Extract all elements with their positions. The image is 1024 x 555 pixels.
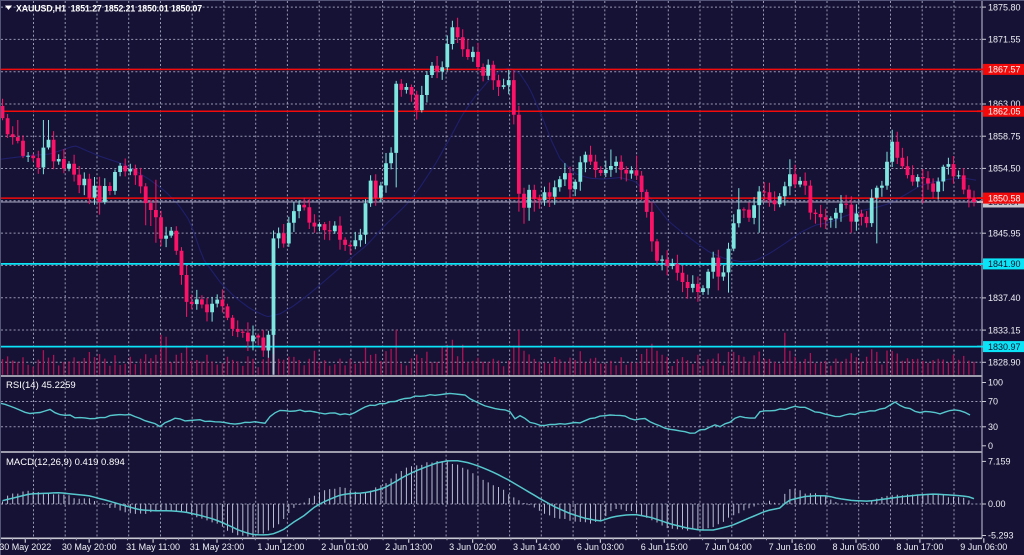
svg-text:1850.58: 1850.58 [988, 193, 1021, 203]
svg-text:MACD(12,26,9) 0.419 0.894: MACD(12,26,9) 0.419 0.894 [6, 457, 125, 468]
svg-text:30: 30 [988, 422, 998, 432]
svg-text:1828.90: 1828.90 [988, 358, 1021, 368]
svg-text:1845.95: 1845.95 [988, 228, 1021, 238]
svg-text:1833.15: 1833.15 [988, 325, 1021, 335]
svg-text:31 May 23:00: 31 May 23:00 [190, 542, 245, 552]
svg-text:0.00: 0.00 [988, 499, 1006, 509]
svg-text:3 Jun 02:00: 3 Jun 02:00 [449, 542, 496, 552]
svg-text:1867.57: 1867.57 [988, 65, 1021, 75]
svg-text:1 Jun 12:00: 1 Jun 12:00 [257, 542, 304, 552]
svg-text:3 Jun 14:00: 3 Jun 14:00 [513, 542, 560, 552]
svg-text:1837.40: 1837.40 [988, 293, 1021, 303]
svg-text:-5.293: -5.293 [988, 531, 1014, 541]
svg-text:XAUUSD,H1 1851.27 1852.21 185: XAUUSD,H1 1851.27 1852.21 1850.01 1850.0… [16, 4, 202, 14]
svg-text:6 Jun 03:00: 6 Jun 03:00 [577, 542, 624, 552]
svg-text:6 Jun 15:00: 6 Jun 15:00 [641, 542, 688, 552]
svg-text:7 Jun 16:00: 7 Jun 16:00 [769, 542, 816, 552]
svg-text:1858.75: 1858.75 [988, 131, 1021, 141]
svg-text:1875.80: 1875.80 [988, 2, 1021, 12]
svg-text:30 May 20:00: 30 May 20:00 [62, 542, 117, 552]
svg-text:2 Jun 01:00: 2 Jun 01:00 [321, 542, 368, 552]
svg-text:1862.05: 1862.05 [988, 106, 1021, 116]
svg-text:70: 70 [988, 397, 998, 407]
svg-text:1854.50: 1854.50 [988, 164, 1021, 174]
svg-text:1841.90: 1841.90 [988, 259, 1021, 269]
svg-text:100: 100 [988, 378, 1003, 388]
svg-text:8 Jun 05:00: 8 Jun 05:00 [832, 542, 879, 552]
svg-text:0: 0 [988, 441, 993, 451]
svg-text:2 Jun 13:00: 2 Jun 13:00 [385, 542, 432, 552]
svg-text:RSI(14) 45.2259: RSI(14) 45.2259 [6, 380, 76, 391]
svg-text:7 Jun 04:00: 7 Jun 04:00 [705, 542, 752, 552]
svg-text:7.159: 7.159 [988, 457, 1011, 467]
svg-text:1863.00: 1863.00 [988, 99, 1021, 109]
svg-text:9 Jun 06:00: 9 Jun 06:00 [960, 542, 1007, 552]
svg-text:1830.97: 1830.97 [988, 342, 1021, 352]
svg-text:8 Jun 17:00: 8 Jun 17:00 [896, 542, 943, 552]
svg-text:1871.55: 1871.55 [988, 35, 1021, 45]
svg-text:30 May 2022: 30 May 2022 [0, 542, 51, 552]
svg-text:31 May 11:00: 31 May 11:00 [126, 542, 180, 552]
